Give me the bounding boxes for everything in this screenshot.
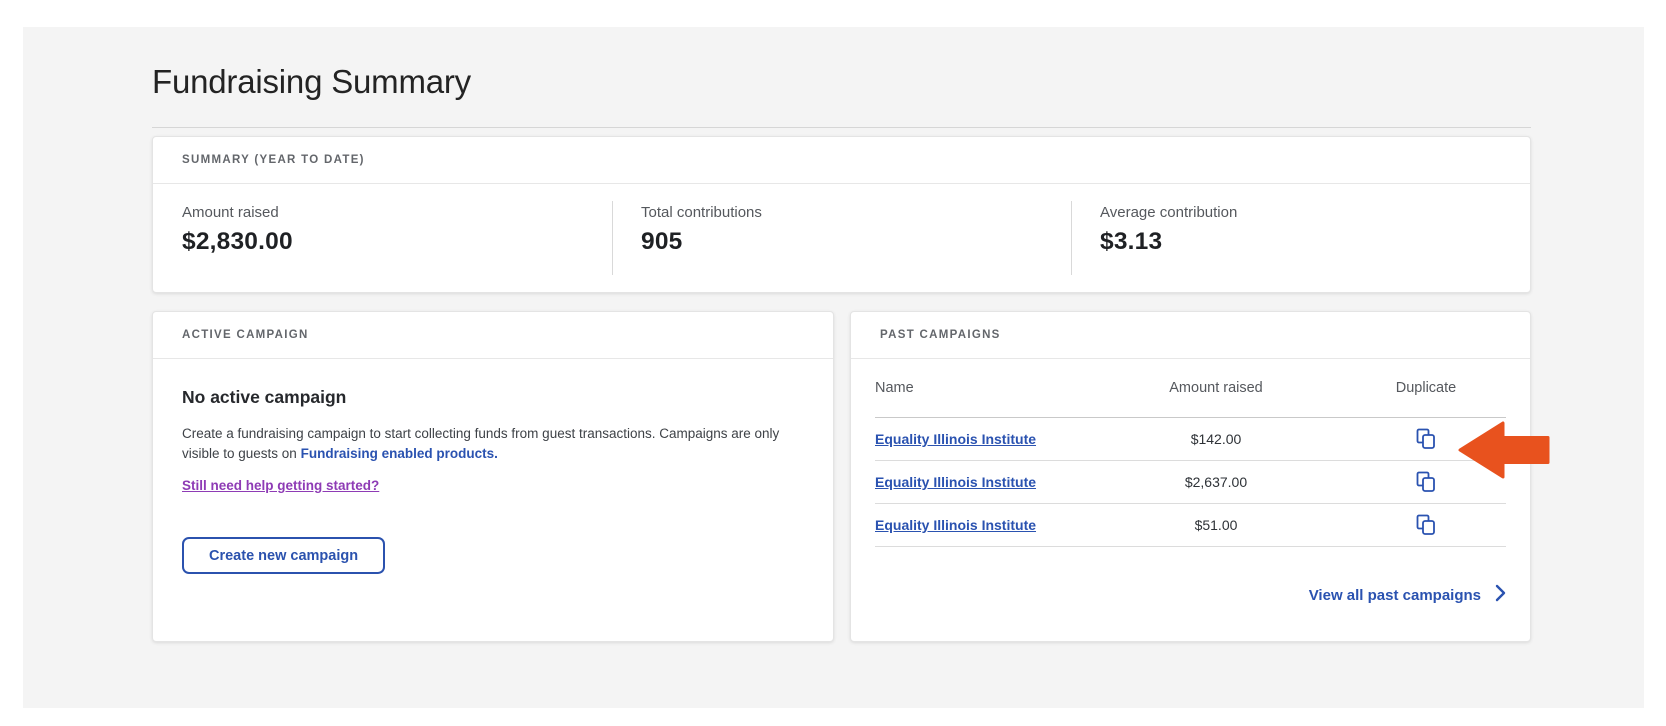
summary-card-header: SUMMARY (YEAR TO DATE) xyxy=(153,137,1530,184)
stat-label: Total contributions xyxy=(641,204,762,221)
active-campaign-header: ACTIVE CAMPAIGN xyxy=(153,312,833,359)
summary-stats: Amount raised $2,830.00 Total contributi… xyxy=(153,184,1530,292)
campaign-description: Create a fundraising campaign to start c… xyxy=(182,424,800,463)
stat-label: Average contribution xyxy=(1100,204,1238,221)
amount-raised-cell: $142.00 xyxy=(1190,431,1242,447)
past-campaigns-header: PAST CAMPAIGNS xyxy=(851,312,1530,359)
copy-icon xyxy=(1416,428,1436,453)
amount-raised-cell: $51.00 xyxy=(1194,517,1238,533)
title-divider xyxy=(152,127,1531,128)
table-row: Equality Illinois Institute $51.00 xyxy=(875,504,1506,547)
duplicate-button[interactable] xyxy=(1414,426,1438,452)
past-campaigns-card: PAST CAMPAIGNS Name Amount raised Duplic… xyxy=(850,311,1531,642)
no-active-campaign-title: No active campaign xyxy=(182,387,347,407)
help-getting-started-link[interactable]: Still need help getting started? xyxy=(182,478,380,493)
campaign-name-link[interactable]: Equality Illinois Institute xyxy=(875,517,1037,533)
view-all-label: View all past campaigns xyxy=(1308,587,1481,604)
past-campaigns-body: Name Amount raised Duplicate Equality Il… xyxy=(851,359,1530,607)
arrow-left-annotation xyxy=(1458,420,1550,485)
fundraising-enabled-products-link[interactable]: Fundraising enabled products. xyxy=(300,445,498,461)
page-title: Fundraising Summary xyxy=(152,63,471,100)
stat-average-contribution: Average contribution $3.13 xyxy=(1071,184,1530,292)
table-row: Equality Illinois Institute $2,637.00 xyxy=(875,461,1506,504)
stat-value: $2,830.00 xyxy=(182,228,293,255)
column-header-amount-raised: Amount raised xyxy=(1169,380,1263,396)
summary-card: SUMMARY (YEAR TO DATE) Amount raised $2,… xyxy=(152,136,1531,293)
stat-total-contributions: Total contributions 905 xyxy=(612,184,1071,292)
table-row: Equality Illinois Institute $142.00 xyxy=(875,418,1506,461)
create-new-campaign-button[interactable]: Create new campaign xyxy=(182,537,386,574)
column-header-name: Name xyxy=(875,380,914,396)
copy-icon xyxy=(1416,471,1436,496)
table-header-row: Name Amount raised Duplicate xyxy=(875,359,1506,418)
stat-amount-raised: Amount raised $2,830.00 xyxy=(153,184,612,292)
campaign-description-text: Create a fundraising campaign to start c… xyxy=(182,426,780,461)
column-header-duplicate: Duplicate xyxy=(1395,380,1457,396)
duplicate-button[interactable] xyxy=(1414,512,1438,538)
chevron-right-icon xyxy=(1495,584,1506,607)
campaign-name-link[interactable]: Equality Illinois Institute xyxy=(875,431,1037,447)
active-campaign-card: ACTIVE CAMPAIGN No active campaign Creat… xyxy=(152,311,834,642)
active-campaign-body: No active campaign Create a fundraising … xyxy=(153,359,833,574)
main-content: Fundraising Summary SUMMARY (YEAR TO DAT… xyxy=(152,27,1531,708)
stat-value: $3.13 xyxy=(1100,228,1163,255)
stat-value: 905 xyxy=(641,228,683,255)
campaign-name-link[interactable]: Equality Illinois Institute xyxy=(875,474,1037,490)
amount-raised-cell: $2,637.00 xyxy=(1184,474,1248,490)
stat-label: Amount raised xyxy=(182,204,279,221)
view-all-past-campaigns-link[interactable]: View all past campaigns xyxy=(875,584,1506,607)
copy-icon xyxy=(1416,514,1436,539)
duplicate-button[interactable] xyxy=(1414,469,1438,495)
